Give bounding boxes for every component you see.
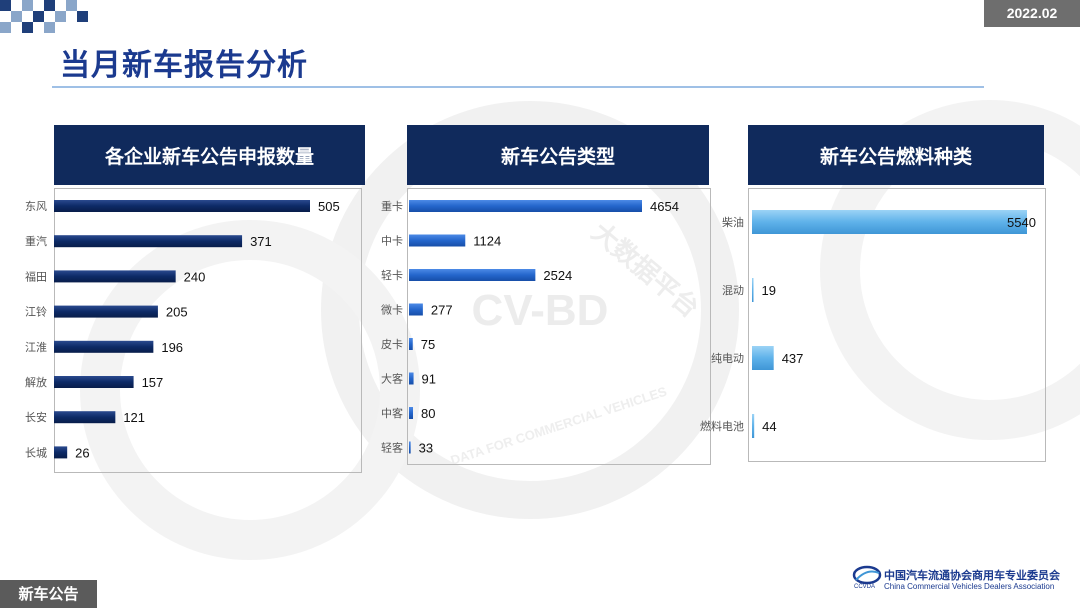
title-divider — [52, 86, 984, 88]
bar-vehicle-type-4 — [409, 338, 413, 350]
bar-vehicle-type-7 — [409, 441, 411, 454]
value-label-vehicle-type-5: 91 — [422, 372, 436, 387]
value-label-enterprise-1: 371 — [250, 234, 272, 249]
value-label-vehicle-type-2: 2524 — [543, 268, 572, 283]
bar-vehicle-type-3 — [409, 303, 423, 316]
value-label-fuel-type-3: 44 — [762, 419, 776, 434]
logo-abbreviation: CCVDA — [854, 584, 876, 590]
value-label-fuel-type-1: 19 — [762, 283, 776, 298]
date-badge: 2022.02 — [984, 0, 1080, 27]
category-label-vehicle-type-6: 中客 — [381, 406, 403, 420]
panel-title-enterprise: 各企业新车公告申报数量 — [54, 125, 365, 185]
category-label-vehicle-type-2: 轻卡 — [381, 268, 403, 282]
checker-pattern — [0, 0, 88, 33]
category-label-enterprise-1: 重汽 — [25, 234, 47, 248]
value-label-enterprise-2: 240 — [184, 269, 206, 284]
category-label-vehicle-type-1: 中卡 — [381, 235, 403, 248]
category-label-fuel-type-2: 纯电动 — [711, 352, 744, 365]
bar-enterprise-2 — [54, 270, 176, 283]
chart-frame-vehicle-type — [407, 188, 711, 465]
value-label-vehicle-type-3: 277 — [431, 303, 453, 318]
category-label-fuel-type-1: 混动 — [722, 284, 744, 297]
bar-enterprise-5 — [54, 376, 134, 388]
value-label-enterprise-3: 205 — [166, 305, 188, 320]
section-tag: 新车公告 — [0, 580, 97, 608]
category-label-enterprise-4: 江淮 — [25, 341, 47, 354]
bar-enterprise-3 — [54, 305, 158, 318]
category-label-enterprise-3: 江铃 — [25, 305, 47, 319]
value-label-vehicle-type-7: 33 — [419, 441, 433, 456]
value-label-fuel-type-2: 437 — [782, 351, 804, 366]
logo-english-name: China Commercial Vehicles Dealers Associ… — [884, 582, 1055, 591]
value-label-vehicle-type-4: 75 — [421, 337, 435, 352]
bar-vehicle-type-2 — [409, 269, 536, 281]
bar-fuel-type-1 — [752, 278, 754, 302]
category-label-enterprise-5: 解放 — [25, 375, 47, 389]
value-label-enterprise-5: 157 — [142, 375, 164, 390]
category-label-vehicle-type-7: 轻客 — [381, 441, 403, 455]
category-label-fuel-type-3: 燃料电池 — [700, 419, 744, 433]
bar-vehicle-type-6 — [409, 407, 414, 419]
svg-text:CV-BD: CV-BD — [472, 286, 609, 335]
association-logo-icon — [852, 565, 882, 585]
value-label-enterprise-7: 26 — [75, 445, 89, 460]
bar-vehicle-type-1 — [409, 234, 466, 247]
value-label-enterprise-0: 505 — [318, 199, 340, 214]
value-label-vehicle-type-0: 4654 — [650, 199, 679, 214]
category-label-enterprise-0: 东风 — [25, 200, 47, 213]
bar-vehicle-type-0 — [409, 200, 642, 212]
category-label-vehicle-type-4: 皮卡 — [381, 338, 403, 351]
category-label-vehicle-type-5: 大客 — [381, 372, 403, 386]
bar-fuel-type-2 — [752, 346, 774, 370]
bar-enterprise-7 — [54, 446, 68, 459]
chart-frame-enterprise — [54, 188, 362, 473]
page-title: 当月新车报告分析 — [60, 48, 308, 83]
bar-vehicle-type-5 — [409, 372, 414, 385]
value-label-enterprise-4: 196 — [161, 340, 183, 355]
panel-title-fuel-type: 新车公告燃料种类 — [748, 125, 1044, 185]
category-label-vehicle-type-0: 重卡 — [381, 199, 403, 213]
category-label-enterprise-6: 长安 — [25, 410, 47, 424]
logo-chinese-name: 中国汽车流通协会商用车专业委员会 — [884, 569, 1060, 582]
panel-title-vehicle-type: 新车公告类型 — [407, 125, 709, 185]
association-logo: CCVDA 中国汽车流通协会商用车专业委员会 China Commercial … — [852, 564, 1068, 594]
value-label-enterprise-6: 121 — [123, 410, 145, 425]
bar-enterprise-4 — [54, 340, 154, 353]
category-label-enterprise-7: 长城 — [25, 446, 47, 459]
category-label-enterprise-2: 福田 — [25, 269, 47, 283]
bar-enterprise-6 — [54, 411, 116, 424]
chart-frame-fuel-type — [748, 188, 1046, 462]
bar-fuel-type-0 — [752, 210, 1027, 234]
value-label-vehicle-type-6: 80 — [421, 406, 435, 421]
value-label-fuel-type-0: 5540 — [1007, 215, 1036, 230]
bar-enterprise-1 — [54, 235, 243, 248]
bar-fuel-type-3 — [752, 414, 755, 438]
value-label-vehicle-type-1: 1124 — [473, 234, 501, 249]
bar-enterprise-0 — [54, 200, 310, 212]
category-label-vehicle-type-3: 微卡 — [381, 303, 403, 317]
category-label-fuel-type-0: 柴油 — [722, 215, 744, 229]
